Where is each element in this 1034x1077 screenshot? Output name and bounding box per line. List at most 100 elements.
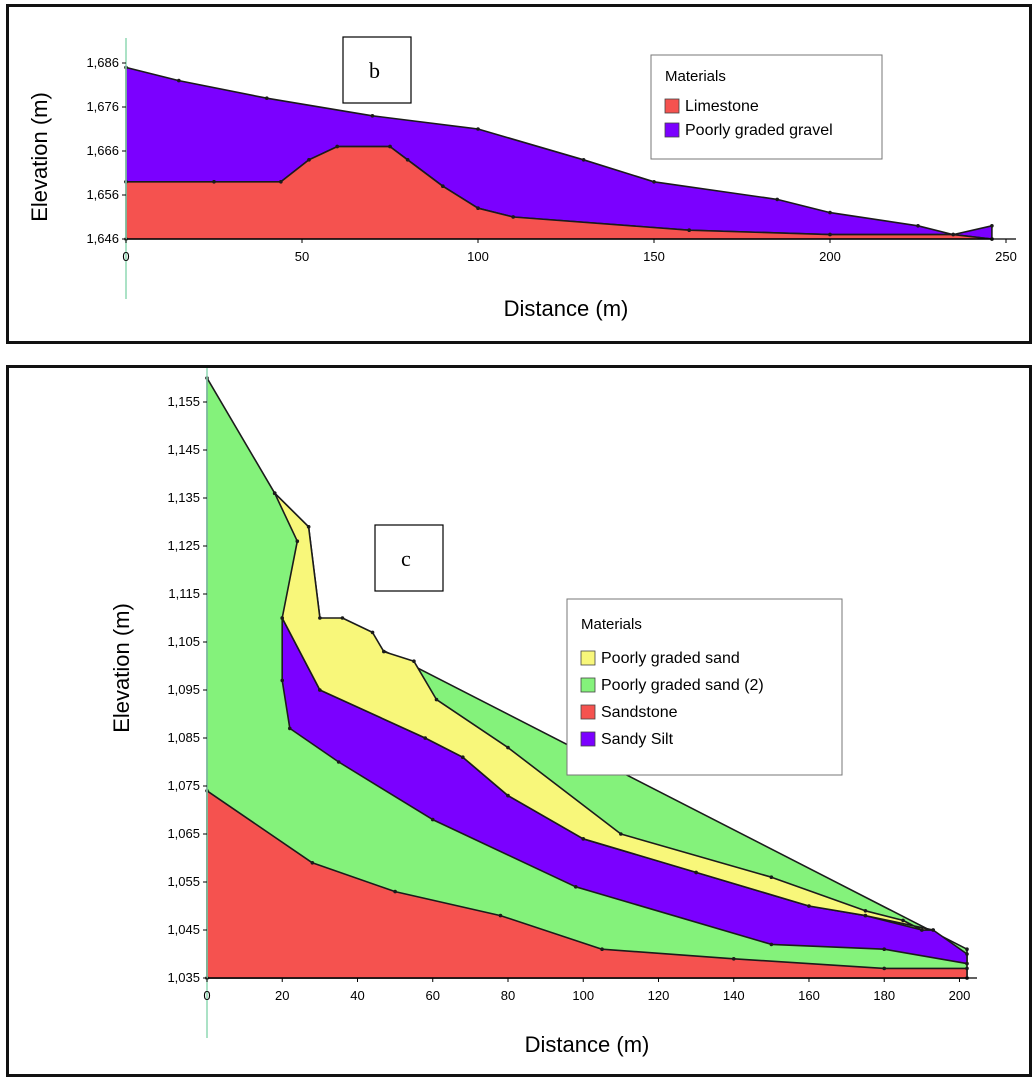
x-tick-label: 250	[995, 249, 1017, 264]
y-tick-label: 1,085	[167, 730, 200, 745]
vertex-point	[287, 726, 292, 731]
panel-label-box	[374, 524, 444, 592]
x-tick-label: 60	[426, 988, 440, 1003]
vertex-point	[430, 817, 435, 822]
x-tick-label: 0	[122, 249, 129, 264]
x-tick-label: 200	[819, 249, 841, 264]
x-tick-label: 20	[275, 988, 289, 1003]
vertex-point	[272, 491, 277, 495]
legend-swatch	[664, 122, 680, 138]
vertex-point	[965, 952, 969, 956]
vertex-point	[828, 232, 832, 237]
vertex-point	[687, 228, 691, 232]
vertex-point	[498, 913, 503, 918]
y-tick-label: 1,055	[167, 874, 200, 889]
panel-label: b	[369, 58, 380, 83]
vertex-point	[990, 224, 994, 228]
vertex-point	[265, 96, 269, 100]
panel-label-box	[342, 36, 412, 104]
vertex-point	[177, 78, 181, 83]
vertex-point	[882, 947, 887, 951]
vertex-point	[382, 649, 386, 654]
x-tick-label: 180	[873, 988, 895, 1003]
vertex-point	[336, 760, 341, 764]
legend-entry: Limestone	[685, 98, 759, 115]
vertex-point	[951, 232, 955, 237]
vertex-point	[931, 928, 935, 932]
legend-entry: Sandy Silt	[601, 731, 674, 748]
vertex-point	[310, 861, 315, 865]
cross-section-panel-c: 1,035 1,045 1,055 1,065 1,075 1,085 1,095 1,105…	[6, 365, 1032, 1077]
chart-c-svg: 1,035 1,045 1,055 1,065 1,075 1,085 1,095 1,105…	[109, 368, 977, 1057]
vertex-point	[511, 215, 515, 219]
legend-swatch	[580, 704, 596, 720]
vertex-point	[388, 144, 392, 149]
vertex-point	[769, 875, 774, 879]
vertex-point	[318, 616, 322, 620]
legend-title: Materials	[581, 616, 642, 633]
material-region-poorly-graded-sand	[273, 492, 934, 931]
x-tick-label: 200	[949, 988, 971, 1003]
x-tick-label: 120	[648, 988, 670, 1003]
vertex-point	[476, 127, 480, 131]
vertex-point	[279, 180, 283, 184]
y-axis-title: Elevation (m)	[27, 92, 52, 222]
x-tick-label: 100	[572, 988, 594, 1003]
legend-entry: Sandstone	[601, 704, 678, 721]
y-tick-label: 1,656	[86, 187, 119, 202]
panel-label: c	[401, 546, 411, 571]
vertex-point	[335, 144, 340, 149]
vertex-point	[581, 837, 586, 841]
legend-swatch	[580, 731, 596, 747]
x-tick-label: 140	[723, 988, 745, 1003]
vertex-point	[506, 793, 510, 798]
vertex-point	[652, 180, 656, 184]
vertex-point	[506, 745, 510, 750]
y-tick-label: 1,686	[86, 55, 119, 70]
y-tick-label: 1,125	[167, 538, 200, 553]
vertex-point	[828, 210, 832, 215]
vertex-point	[965, 961, 969, 966]
vertex-point	[694, 870, 698, 875]
y-tick-label: 1,145	[167, 442, 200, 457]
vertex-point	[619, 832, 623, 836]
vertex-point	[775, 197, 779, 202]
legend-swatch	[664, 98, 680, 114]
x-axis-title: Distance (m)	[525, 1032, 650, 1057]
legend-swatch	[580, 650, 596, 666]
y-tick-label: 1,045	[167, 922, 200, 937]
y-tick-label: 1,075	[167, 778, 200, 793]
vertex-point	[434, 697, 439, 702]
vertex-point	[476, 206, 480, 210]
legend-entry: Poorly graded sand	[601, 650, 740, 667]
y-tick-label: 1,065	[167, 826, 200, 841]
x-tick-label: 0	[203, 988, 210, 1003]
vertex-point	[423, 736, 428, 740]
vertex-point	[863, 913, 868, 918]
vertex-point	[965, 966, 969, 971]
vertex-point	[731, 957, 736, 961]
x-tick-label: 150	[643, 249, 665, 264]
y-tick-label: 1,666	[86, 143, 119, 158]
y-tick-label: 1,676	[86, 99, 119, 114]
legend-box	[566, 598, 843, 776]
vertex-point	[920, 928, 924, 932]
vertex-point	[573, 885, 578, 889]
legend-entry: Poorly graded sand (2)	[601, 677, 764, 694]
vertex-point	[370, 114, 375, 118]
vertex-point	[280, 616, 285, 620]
vertex-point	[405, 158, 410, 162]
x-tick-label: 160	[798, 988, 820, 1003]
vertex-point	[863, 909, 868, 913]
vertex-point	[412, 659, 416, 663]
y-tick-label: 1,105	[167, 634, 200, 649]
vertex-point	[882, 966, 887, 971]
vertex-point	[318, 688, 322, 692]
vertex-point	[581, 158, 586, 162]
y-axis-title: Elevation (m)	[109, 603, 134, 733]
y-tick-label: 1,646	[86, 231, 119, 246]
vertex-point	[295, 539, 300, 543]
x-tick-label: 100	[467, 249, 489, 264]
vertex-point	[393, 889, 397, 894]
cross-section-panel-b: 1,646 1,656 1,666 1,676 1,686 0 50 100 150 200 250…	[6, 4, 1032, 344]
